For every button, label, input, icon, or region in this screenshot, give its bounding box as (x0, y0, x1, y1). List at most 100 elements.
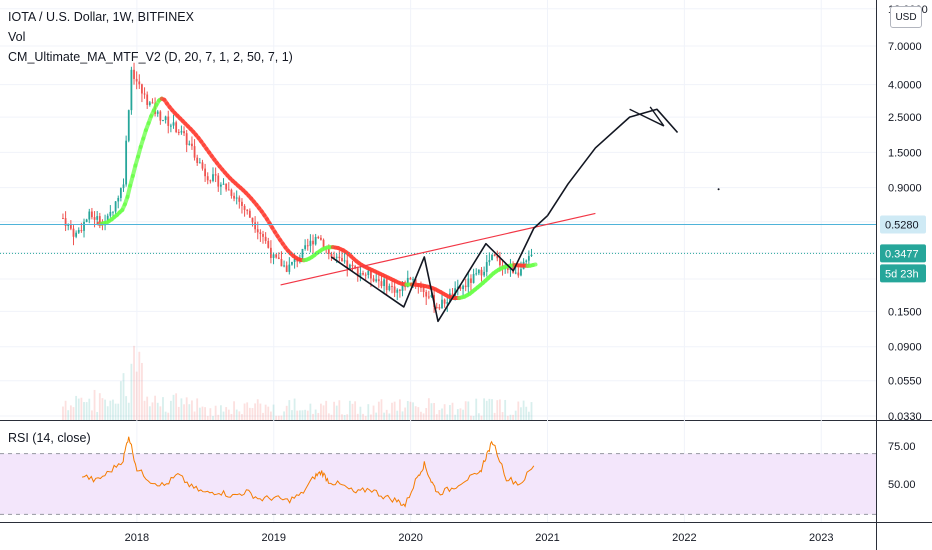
volume-bar (335, 405, 338, 420)
candle-body (146, 94, 149, 105)
volume-bar (477, 413, 480, 420)
candle-body (499, 258, 501, 266)
volume-bar (435, 414, 438, 420)
candle-body (304, 245, 307, 249)
candle-body (251, 217, 254, 223)
volume-bar (233, 401, 235, 420)
volume-bar (201, 406, 204, 420)
candle-body (62, 218, 64, 220)
candle-body (69, 224, 72, 229)
volume-bar (293, 398, 296, 420)
volume-bar (467, 401, 470, 420)
candle-body (320, 237, 322, 240)
price-tick-label: 1.5000 (888, 147, 922, 159)
candle-body (243, 205, 246, 210)
volume-bar (480, 415, 483, 420)
price-tick-label: 7.0000 (888, 41, 922, 53)
currency-badge[interactable]: USD (890, 6, 922, 28)
volume-bar (296, 410, 299, 420)
volume-bar (193, 411, 196, 420)
volume-bar (98, 393, 101, 420)
volume-bar (275, 415, 278, 420)
candle-body (514, 272, 517, 274)
candle-body (227, 189, 230, 191)
candle-body (370, 270, 372, 279)
candle-body (446, 302, 449, 304)
candle-body (219, 184, 222, 187)
volume-bar (227, 409, 230, 420)
candle-body (443, 299, 446, 304)
volume-bar (506, 415, 509, 420)
candle-body (456, 286, 459, 289)
candle-body (77, 230, 80, 233)
volume-bar (493, 412, 496, 420)
volume-bar (172, 394, 175, 420)
candle-body (159, 111, 162, 121)
candle-body (264, 236, 267, 241)
volume-bar (217, 414, 220, 420)
candle-body (283, 265, 285, 267)
price-badge (880, 244, 926, 263)
volume-bar (509, 414, 512, 420)
candle-body (464, 285, 467, 288)
volume-bar (164, 411, 167, 420)
candle-body (212, 174, 214, 181)
candle-body (233, 195, 235, 199)
volume-bar (267, 406, 270, 420)
price-tick-label: 0.1500 (888, 306, 922, 318)
candle-body (462, 285, 464, 290)
time-axis[interactable]: 2018 2019 2020 2021 2022 2023 (125, 532, 834, 544)
volume-bar (377, 401, 380, 420)
volume-bar (248, 407, 251, 420)
volume-bar (277, 415, 280, 420)
candle-body (204, 168, 207, 177)
moving-average-line (96, 96, 538, 301)
arrow-head (629, 106, 665, 127)
time-tick-label: 2019 (262, 532, 286, 544)
rsi-band (0, 453, 876, 515)
price-axis[interactable]: 12.00007.00004.00002.50001.50000.90000.1… (880, 4, 928, 423)
volume-bar (448, 405, 451, 420)
candle-body (175, 122, 178, 132)
volume-bar (148, 406, 151, 420)
volume-bar (520, 407, 522, 420)
volume-bar (393, 401, 396, 420)
volume-bar (114, 403, 117, 420)
volume-bar (406, 401, 409, 420)
volume-bar (309, 403, 312, 420)
candle-body (338, 256, 341, 259)
price-tick-label: 0.0900 (888, 342, 922, 354)
candle-body (364, 274, 367, 276)
volume-bar (404, 407, 407, 420)
candle-body (459, 286, 462, 290)
volume-bar (346, 414, 349, 420)
candle-body (530, 254, 533, 257)
volume-bar (330, 414, 333, 420)
candle-body (343, 260, 346, 262)
candle-body (414, 279, 417, 284)
candle-body (517, 272, 520, 276)
volume-bar (514, 410, 517, 420)
volume-bar (427, 398, 430, 420)
volume-bar (414, 406, 417, 420)
candle-body (346, 260, 349, 269)
volume-bar (391, 402, 393, 420)
candle-body (477, 269, 480, 274)
candle-body (148, 102, 151, 105)
volume-bar (104, 399, 106, 420)
candle-body (64, 218, 67, 226)
volume-bar (62, 406, 64, 420)
volume-bars (62, 345, 533, 420)
user-drawings[interactable] (0, 106, 876, 323)
candle-body (362, 272, 364, 275)
volume-bar (206, 415, 209, 420)
volume-bar (235, 409, 238, 420)
volume-bar (372, 405, 375, 420)
volume-bar (380, 399, 383, 420)
candle-body (246, 209, 249, 211)
candle-body (156, 111, 159, 114)
candle-body (280, 259, 283, 267)
candle-body (256, 229, 259, 233)
volume-bar (72, 407, 75, 420)
